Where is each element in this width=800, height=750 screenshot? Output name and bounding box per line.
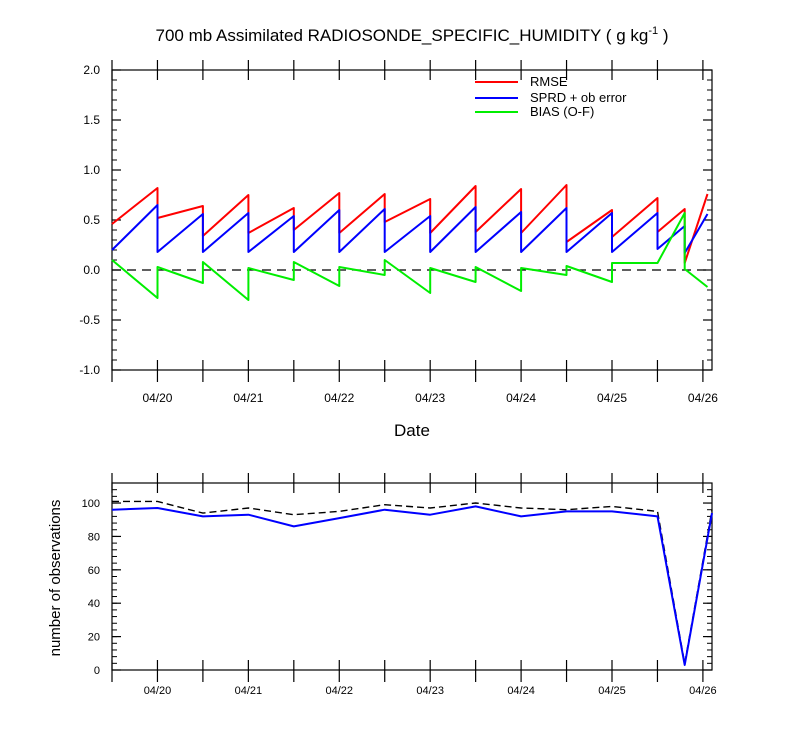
chart-title: 700 mb Assimilated RADIOSONDE_SPECIFIC_H… (156, 25, 669, 45)
legend-label-rmse: RMSE (530, 74, 568, 89)
top-xtick-label: 04/21 (233, 391, 263, 405)
bottom-series-group (111, 500, 713, 666)
top-xtick-label: 04/24 (506, 391, 536, 405)
top-ytick-label: 0.0 (83, 263, 100, 277)
bottom-ytick-label: 60 (88, 565, 100, 577)
legend: RMSE SPRD + ob error BIAS (O-F) (475, 74, 627, 119)
bottom-ytick-label: 80 (88, 531, 100, 543)
top-ytick-label: -0.5 (79, 313, 100, 327)
top-ytick-label: 1.5 (83, 113, 100, 127)
top-xtick-label: 04/25 (597, 391, 627, 405)
bottom-xtick-label: 04/24 (507, 685, 535, 697)
bottom-plot-frame (111, 482, 713, 671)
top-ytick-label: -1.0 (79, 363, 100, 377)
top-xtick-label: 04/26 (688, 391, 718, 405)
top-axis-ticks: 2.0 1.5 1.0 0.5 0.0 -0.5 -1.0 04/20 04/21 04/22 04… (79, 60, 718, 405)
y-axis-label-observations: number of observations (47, 500, 64, 657)
bottom-xtick-label: 04/22 (326, 685, 354, 697)
chart-title-main: 700 mb Assimilated RADIOSONDE_SPECIFIC_H… (156, 26, 649, 45)
top-series-sprd-ob-error (111, 204, 709, 254)
top-xtick-label: 04/22 (324, 391, 354, 405)
bottom-xtick-label: 04/23 (416, 685, 444, 697)
bottom-axis-ticks: 100 80 60 40 20 0 04/20 04/21 04/22 04/23 04/24 04/… (82, 473, 717, 697)
top-ytick-label: 1.0 (83, 163, 100, 177)
bottom-xtick-label: 04/25 (598, 685, 626, 697)
bottom-ytick-label: 20 (88, 632, 100, 644)
legend-label-bias: BIAS (O-F) (530, 104, 594, 119)
top-ytick-label: 0.5 (83, 213, 100, 227)
bottom-xtick-label: 04/21 (235, 685, 263, 697)
bottom-ytick-label: 40 (88, 598, 100, 610)
bottom-ytick-label: 0 (94, 665, 100, 677)
bottom-ytick-label: 100 (82, 498, 100, 510)
x-axis-label: Date (394, 421, 430, 440)
legend-label-sprd: SPRD + ob error (530, 90, 627, 105)
top-xtick-label: 04/23 (415, 391, 445, 405)
bottom-xtick-label: 04/20 (144, 685, 172, 697)
chart-title-superscript: -1 (648, 25, 658, 37)
top-ytick-label: 2.0 (83, 63, 100, 77)
bottom-series-assimilated (111, 505, 713, 666)
bottom-xtick-label: 04/26 (689, 685, 717, 697)
top-series-bias-o-f (111, 212, 709, 301)
chart-title-end: ) (658, 26, 668, 45)
top-series-rmse (111, 184, 709, 264)
top-xtick-label: 04/20 (142, 391, 172, 405)
top-series-group (111, 184, 712, 301)
bottom-series-possible (112, 500, 713, 664)
